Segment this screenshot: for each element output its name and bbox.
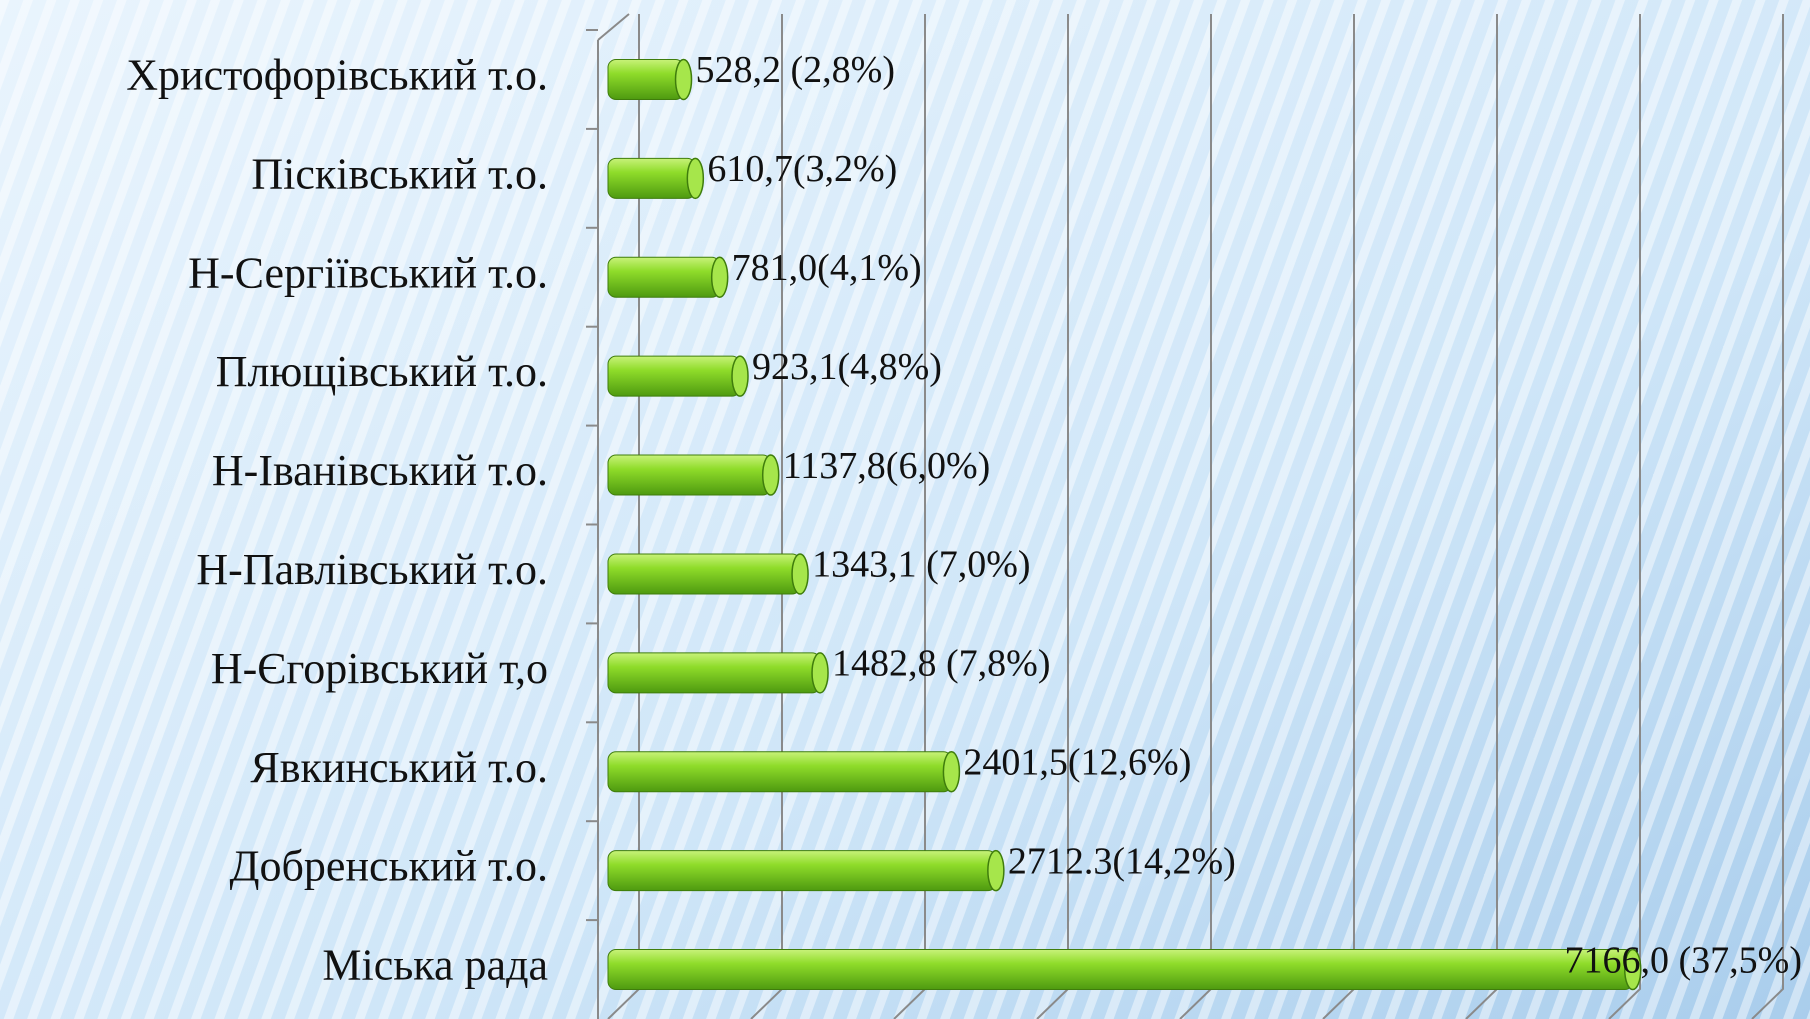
bar-cap [1623,948,1642,991]
data-label: 2401,5(12,6%) [963,741,1191,783]
bar-cap [686,157,705,200]
grid-line [1608,14,1641,1019]
y-tick-label: Міська рада [322,941,548,990]
data-label: 528,2 (2,8%) [696,49,895,91]
bar-cap [791,553,809,595]
bar-cap [710,256,729,298]
bar-cap [942,751,961,793]
y-tick-label: Н-Павлівський т.о. [196,545,548,594]
bar [607,850,997,892]
data-label: 2712.3(14,2%) [1008,840,1236,882]
bar [607,355,741,397]
data-label: 1137,8(6,0%) [783,445,991,487]
data-label: 781,0(4,1%) [732,247,922,289]
y-tick-label: Христофорівський т.о. [126,51,548,100]
data-label: 1482,8 (7,8%) [832,643,1050,685]
bar [607,454,772,496]
bar-cap [761,454,780,496]
data-label: 923,1(4,8%) [752,346,942,388]
y-tick-label: Н-Єгорівський т,о [211,644,548,693]
bar [607,652,821,694]
grid-line [1751,14,1784,1019]
bar-cap [987,849,1005,892]
bar [607,256,721,298]
data-label: 610,7(3,2%) [707,148,897,190]
bar [607,157,696,199]
y-tick-label: Явкинський т.о. [250,743,548,792]
bar-cap [674,58,693,101]
y-tick-label: Н-Сергіївський т.о. [188,248,548,297]
y-tick-label: Н-Іванівський т.о. [212,446,548,495]
data-label: 1343,1 (7,0%) [812,544,1030,586]
data-label: 7166,0 (37,5%) [1565,939,1802,981]
bar [607,58,685,100]
y-tick-label: Пісківський т.о. [251,149,548,198]
bar-cap [731,355,749,397]
bar [607,949,1634,991]
y-tick-label: Плющівський т.о. [216,347,548,396]
bar-cap [811,652,829,694]
y-tick-label: Добренський т.о. [230,842,548,891]
bar [607,751,952,793]
bar [607,553,801,595]
axis-line [597,13,630,1019]
